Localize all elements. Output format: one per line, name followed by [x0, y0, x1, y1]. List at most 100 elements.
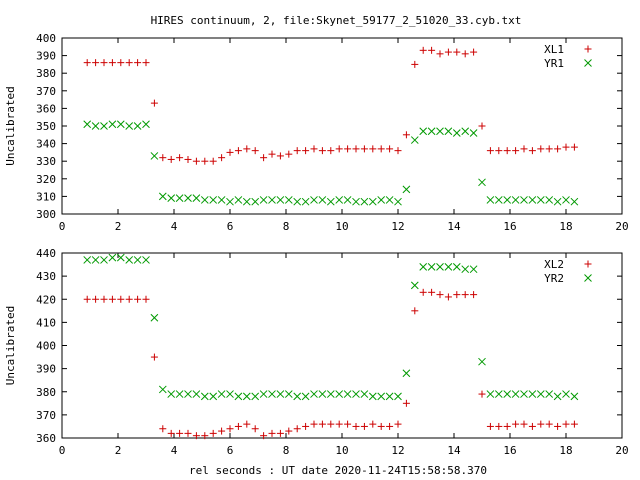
point-yr1: [427, 127, 436, 136]
point-yr1: [419, 127, 428, 136]
point-xl1: [92, 59, 100, 67]
x-tick-label: 18: [559, 444, 572, 457]
point-xl1: [360, 145, 368, 153]
y-tick-label: 300: [36, 208, 56, 221]
point-xl1: [344, 145, 352, 153]
x-tick-label: 20: [615, 220, 628, 233]
point-yr2: [368, 392, 377, 401]
y-tick-label: 360: [36, 102, 56, 115]
point-xl1: [142, 59, 150, 67]
point-xl1: [528, 147, 536, 155]
point-yr1: [251, 197, 260, 206]
point-xl1: [444, 48, 452, 56]
point-yr1: [217, 196, 226, 204]
x-tick-label: 20: [615, 444, 628, 457]
point-yr2: [452, 263, 461, 271]
point-yr1: [150, 152, 159, 160]
point-xl2: [125, 295, 133, 303]
point-yr2: [293, 392, 302, 401]
point-yr1: [133, 122, 142, 130]
y-tick-label: 350: [36, 120, 56, 133]
point-yr2: [402, 369, 411, 378]
point-xl1: [545, 145, 553, 153]
point-yr2: [100, 256, 108, 264]
point-yr1: [209, 196, 218, 204]
point-xl1: [293, 147, 301, 155]
point-xl2: [352, 422, 360, 430]
point-yr1: [562, 196, 570, 204]
point-xl1: [369, 145, 377, 153]
point-yr2: [427, 263, 436, 271]
point-xl1: [335, 145, 343, 153]
point-yr1: [167, 194, 176, 203]
point-yr1: [108, 120, 117, 129]
y-tick-label: 390: [36, 363, 56, 376]
point-xl1: [209, 157, 217, 165]
point-yr2: [360, 390, 369, 398]
point-yr1: [444, 127, 453, 136]
point-yr2: [545, 390, 554, 398]
point-xl2: [108, 295, 116, 303]
point-xl2: [260, 432, 268, 440]
point-yr1: [142, 120, 150, 129]
point-xl1: [150, 99, 158, 107]
point-yr1: [226, 197, 234, 206]
point-yr1: [158, 192, 167, 201]
point-yr2: [200, 392, 209, 401]
point-yr2: [268, 390, 276, 398]
point-yr1: [410, 136, 419, 144]
point-xl2: [428, 288, 436, 296]
x-tick-label: 10: [335, 220, 348, 233]
legend-marker: [584, 260, 592, 268]
point-xl2: [268, 429, 276, 437]
y-tick-label: 340: [36, 138, 56, 151]
point-yr2: [570, 392, 579, 401]
point-yr2: [83, 256, 92, 264]
point-yr2: [385, 392, 394, 401]
point-xl2: [83, 295, 91, 303]
point-yr2: [553, 392, 562, 401]
point-yr1: [478, 178, 486, 187]
legend-marker: [584, 45, 592, 53]
y-tick-label: 400: [36, 340, 56, 353]
point-yr2: [301, 392, 310, 401]
point-yr2: [209, 392, 218, 401]
point-xl2: [92, 295, 100, 303]
point-yr2: [503, 390, 512, 398]
point-yr1: [192, 194, 201, 203]
point-yr1: [100, 122, 108, 130]
point-xl2: [276, 429, 284, 437]
point-xl1: [352, 145, 360, 153]
point-yr2: [318, 390, 327, 398]
y-tick-label: 320: [36, 173, 56, 186]
point-xl2: [318, 420, 326, 428]
point-yr2: [284, 390, 293, 398]
point-yr1: [335, 196, 344, 204]
point-yr2: [158, 385, 167, 394]
point-xl2: [234, 422, 242, 430]
point-xl2: [201, 432, 209, 440]
y-axis-label: Uncalibrated: [4, 306, 17, 385]
point-xl2: [293, 425, 301, 433]
point-yr1: [276, 196, 285, 204]
point-yr2: [150, 313, 159, 322]
x-tick-label: 14: [447, 444, 461, 457]
point-xl1: [159, 154, 167, 162]
point-xl2: [419, 288, 427, 296]
point-yr1: [268, 196, 276, 204]
x-tick-label: 4: [171, 220, 178, 233]
point-yr1: [125, 122, 134, 130]
point-xl2: [495, 422, 503, 430]
point-xl1: [251, 147, 259, 155]
point-xl2: [142, 295, 150, 303]
point-xl1: [554, 145, 562, 153]
point-xl1: [327, 147, 335, 155]
point-xl1: [276, 152, 284, 160]
point-xl1: [537, 145, 545, 153]
point-yr2: [520, 390, 528, 398]
point-xl1: [503, 147, 511, 155]
point-yr2: [91, 256, 100, 264]
x-tick-label: 2: [115, 444, 122, 457]
point-yr1: [385, 196, 394, 204]
point-yr1: [116, 120, 125, 129]
